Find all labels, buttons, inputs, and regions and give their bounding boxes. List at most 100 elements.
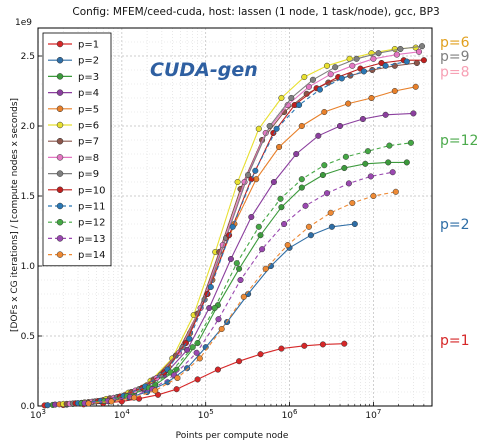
data-point [349, 199, 356, 207]
data-point [403, 58, 410, 65]
y-tick-label: 1.0 [21, 262, 36, 272]
data-point [218, 325, 225, 333]
data-point [315, 132, 322, 139]
data-point [184, 365, 191, 372]
data-point [410, 110, 417, 117]
y-tick-label: 2.5 [21, 52, 35, 62]
data-point [277, 195, 284, 202]
series-line [77, 61, 407, 404]
data-point [298, 176, 305, 183]
legend-label: p=7 [78, 137, 99, 148]
data-point [284, 241, 291, 249]
data-point [229, 223, 236, 230]
data-point [173, 366, 180, 373]
data-point [298, 184, 305, 191]
legend-label: p=8 [78, 153, 99, 164]
legend-label: p=1 [78, 40, 99, 51]
legend-label: p=5 [78, 104, 99, 115]
data-point [418, 43, 426, 50]
data-point [266, 122, 273, 130]
data-point [364, 148, 371, 155]
y-tick-label: 2.0 [21, 122, 36, 132]
series-line [81, 142, 411, 404]
x-tick-label: 105 [198, 408, 214, 421]
data-point [240, 293, 247, 300]
data-point [382, 62, 389, 69]
legend-label: p=14 [78, 250, 105, 261]
legend-label: p=3 [78, 72, 99, 83]
data-point [189, 344, 196, 351]
legend-box [42, 32, 112, 267]
legend-marker [56, 202, 64, 210]
legend-label: p=10 [78, 185, 105, 196]
data-point [385, 159, 392, 166]
legend-marker [56, 56, 64, 64]
data-point [386, 142, 393, 149]
data-point [370, 55, 377, 62]
data-point [319, 171, 326, 179]
data-point [174, 374, 181, 382]
data-point [270, 178, 277, 186]
data-point [44, 402, 51, 409]
data-point [85, 400, 92, 407]
legend-marker [56, 40, 64, 48]
y-axis-label: [DOFs x CG iterations] / [compute nodes … [10, 98, 20, 332]
data-point [298, 122, 305, 130]
data-point [367, 173, 374, 180]
legend: p=1 p=2 p=3 p=4 p=5 p=6 p=7 p=8 p=9 p=10 p=11 p=12 p… [42, 32, 112, 267]
data-point [211, 304, 218, 312]
data-point [278, 94, 285, 102]
data-point [341, 164, 348, 172]
data-point [412, 83, 419, 90]
data-point [338, 75, 345, 82]
data-point [392, 188, 399, 195]
data-point [319, 341, 326, 348]
data-point [332, 64, 339, 71]
side-label: p=2 [440, 217, 470, 233]
legend-marker [56, 218, 64, 226]
data-point [152, 387, 159, 394]
data-point [345, 100, 352, 107]
data-point [391, 87, 398, 95]
data-point [281, 220, 288, 228]
data-point [420, 57, 427, 64]
data-point [207, 283, 214, 291]
y-tick-label: 1.5 [21, 192, 35, 202]
data-point [370, 192, 377, 200]
legend-marker [56, 137, 64, 145]
data-point [353, 55, 360, 62]
data-point [345, 180, 352, 187]
side-label: p=1 [440, 333, 470, 349]
legend-label: p=12 [78, 218, 105, 229]
series-p-14 [85, 188, 399, 407]
data-point [349, 62, 356, 69]
data-point [248, 213, 255, 221]
data-point [351, 220, 358, 228]
data-point [359, 115, 366, 123]
y-tick-label: 0.5 [21, 332, 35, 342]
data-point [202, 344, 209, 351]
axes: 103 104 105 106 107 0.0 0.5 1.0 1.5 2.0 2.5 [21, 27, 433, 421]
data-point [341, 340, 348, 347]
x-axis-label: Points per compute node [176, 431, 289, 441]
legend-marker [56, 89, 64, 96]
data-point [368, 94, 375, 102]
data-point [278, 345, 285, 352]
side-labels: p=6p=9p=8 p=12 p=2 p=1 [440, 35, 478, 349]
data-point [328, 223, 335, 230]
legend-marker [56, 105, 64, 113]
legend-marker [56, 170, 64, 177]
data-point [305, 83, 312, 90]
data-point [323, 62, 331, 69]
data-point [237, 276, 244, 284]
legend-label: p=4 [78, 88, 99, 99]
data-point [194, 376, 201, 383]
legend-label: p=2 [78, 56, 99, 67]
data-point [276, 143, 283, 151]
data-point [173, 386, 180, 393]
data-point [215, 316, 222, 323]
data-point [327, 71, 334, 78]
data-point [362, 160, 369, 167]
data-point [214, 366, 221, 373]
